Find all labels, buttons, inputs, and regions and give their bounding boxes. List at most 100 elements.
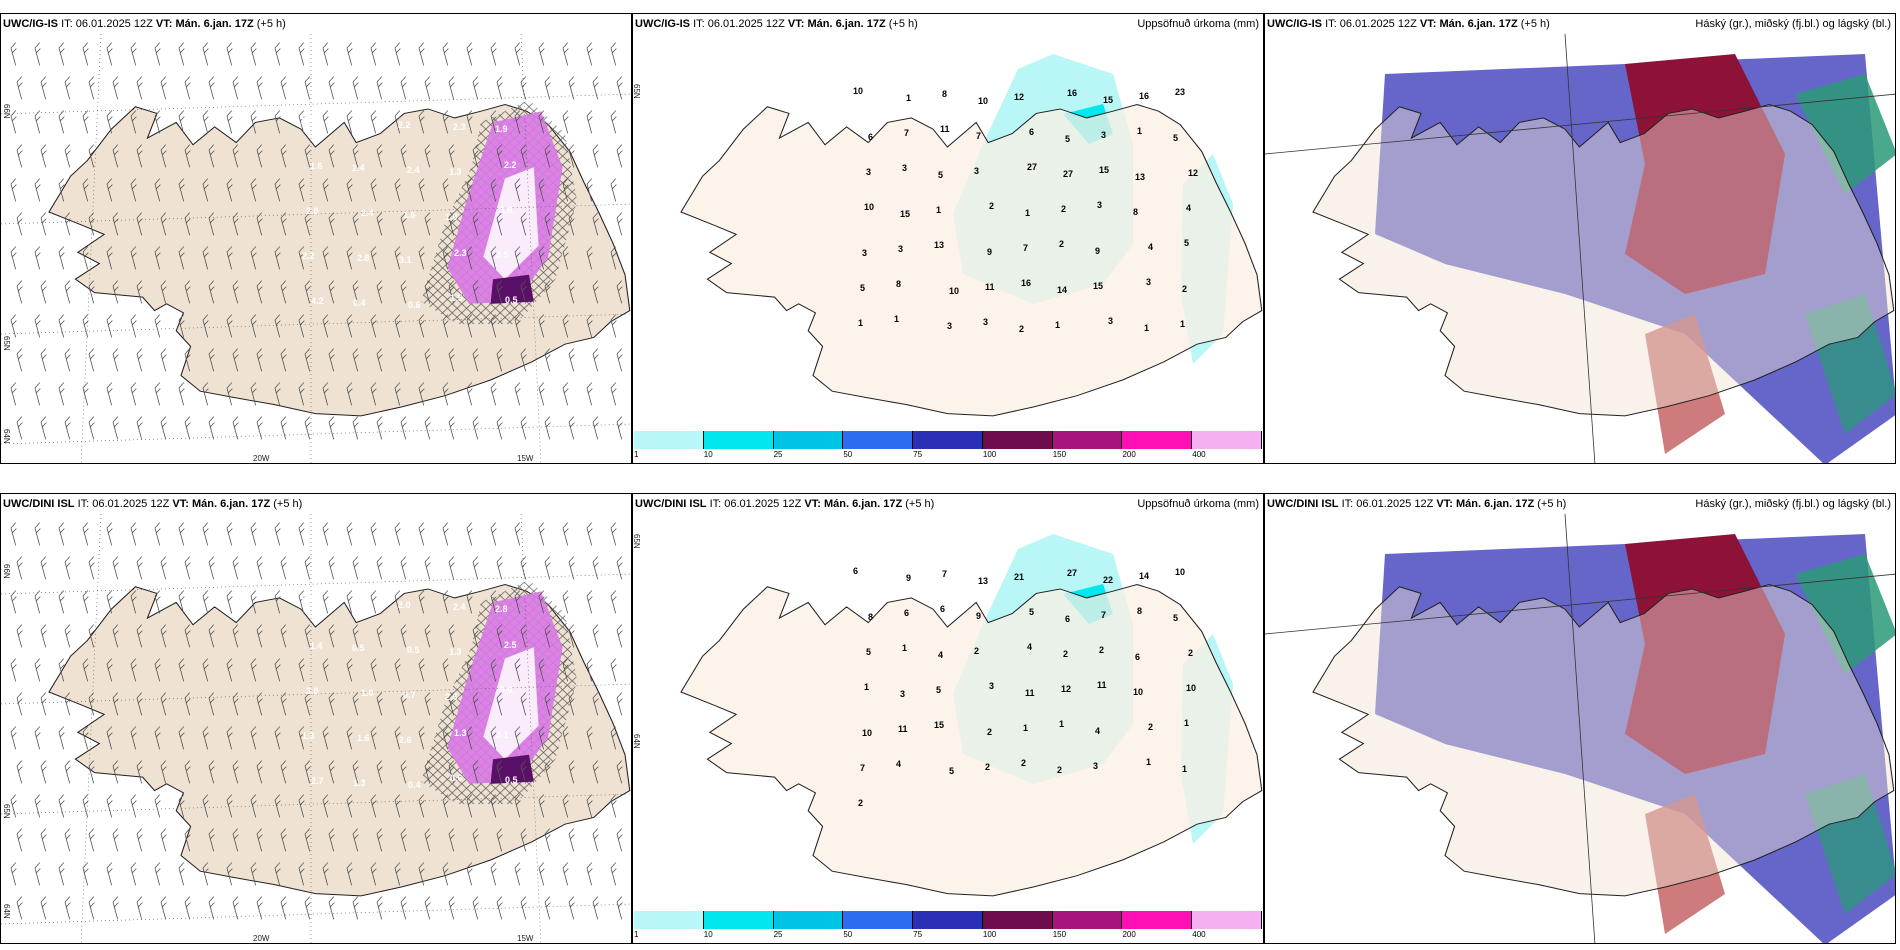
wind-barb	[88, 144, 95, 168]
barb-flag	[184, 624, 191, 631]
barb-flag	[112, 144, 119, 151]
barb-flag	[474, 766, 479, 772]
barb-staff	[544, 353, 551, 372]
wind-barb	[184, 828, 191, 852]
wind-barb	[208, 624, 215, 648]
precip-value-label: 3	[866, 167, 871, 177]
barb-staff	[256, 765, 263, 784]
wind-barb	[394, 110, 401, 134]
cloud-map-bottom: UWC/DINI ISL IT: 06.01.2025 12Z VT: Mán.…	[1264, 493, 1896, 944]
barb-flag	[232, 828, 239, 835]
wind-barb	[586, 178, 593, 202]
barb-staff	[274, 115, 281, 134]
wind-barb	[544, 896, 551, 920]
colorbar	[634, 911, 1263, 929]
precip-value-label: 7	[1101, 610, 1106, 620]
wind-barb	[442, 314, 449, 338]
precip-value-label: 15	[1099, 165, 1109, 175]
wind-barb	[496, 624, 503, 648]
snow-value-label: 1.9	[445, 212, 458, 222]
barb-flag	[396, 664, 401, 670]
wind-barb	[250, 658, 257, 682]
barb-staff	[346, 47, 353, 66]
barb-staff	[472, 561, 479, 580]
wind-barb	[586, 590, 593, 614]
barb-flag	[298, 794, 305, 801]
barb-flag	[300, 732, 305, 738]
barb-flag	[394, 178, 401, 185]
wind-barb	[136, 348, 143, 372]
barb-flag	[538, 178, 545, 185]
wind-barb	[208, 760, 215, 784]
barb-flag	[616, 692, 623, 699]
barb-flag	[540, 184, 545, 190]
barb-flag	[256, 556, 263, 563]
barb-staff	[112, 285, 119, 304]
barb-staff	[394, 387, 401, 406]
barb-flag	[324, 116, 329, 122]
barb-staff	[472, 421, 479, 440]
barb-flag	[304, 280, 311, 287]
barb-staff	[490, 731, 497, 750]
barb-flag	[426, 834, 431, 840]
barb-flag	[138, 150, 143, 156]
precip-value-label: 5	[1173, 133, 1178, 143]
barb-flag	[424, 416, 431, 423]
wind-barb	[496, 828, 503, 852]
wind-barb	[616, 348, 623, 372]
barb-flag	[228, 252, 233, 258]
barb-flag	[64, 760, 71, 767]
iceland-group	[1312, 583, 1895, 897]
barb-flag	[66, 150, 71, 156]
wind-barb	[442, 382, 449, 406]
wind-barb	[466, 382, 473, 406]
barb-flag	[516, 252, 521, 258]
barb-flag	[162, 82, 167, 88]
lead-time: (+5 h)	[1520, 18, 1550, 30]
precip-value-label: 10	[1175, 567, 1185, 577]
barb-flag	[538, 590, 545, 597]
barb-flag	[346, 178, 353, 185]
barb-staff	[448, 561, 455, 580]
barb-staff	[34, 319, 41, 338]
wind-barb	[472, 348, 479, 372]
barb-flag	[306, 766, 311, 772]
barb-flag	[202, 862, 209, 869]
barb-flag	[546, 82, 551, 88]
barb-flag	[154, 246, 161, 253]
barb-flag	[612, 596, 617, 602]
barb-flag	[306, 630, 311, 636]
barb-flag	[546, 562, 551, 568]
barb-staff	[328, 765, 335, 784]
wind-barb	[448, 624, 455, 648]
wind-barb	[322, 314, 329, 338]
colorbar-label: 150	[1052, 930, 1067, 939]
barb-staff	[160, 421, 167, 440]
wind-barb	[82, 42, 89, 66]
barb-staff	[250, 867, 257, 886]
wind-barb	[274, 794, 281, 818]
barb-flag	[586, 178, 593, 185]
barb-flag	[114, 698, 119, 704]
barb-staff	[490, 799, 497, 818]
snow-value-label: 3.1	[496, 730, 509, 740]
barb-staff	[256, 697, 263, 716]
barb-flag	[84, 732, 89, 738]
barb-staff	[34, 47, 41, 66]
wind-barb	[34, 178, 41, 202]
wind-barb	[376, 76, 383, 100]
barb-flag	[426, 422, 431, 428]
wind-barb	[394, 590, 401, 614]
barb-staff	[16, 81, 23, 100]
barb-flag	[226, 110, 233, 117]
barb-flag	[232, 896, 239, 903]
wind-barb	[442, 246, 449, 270]
barb-staff	[178, 183, 185, 202]
barb-flag	[276, 528, 281, 534]
barb-staff	[202, 867, 209, 886]
barb-flag	[354, 218, 359, 224]
wind-barb	[274, 246, 281, 270]
wind-barb	[394, 726, 401, 750]
high-cloud-south	[1645, 314, 1725, 454]
barb-flag	[304, 896, 311, 903]
